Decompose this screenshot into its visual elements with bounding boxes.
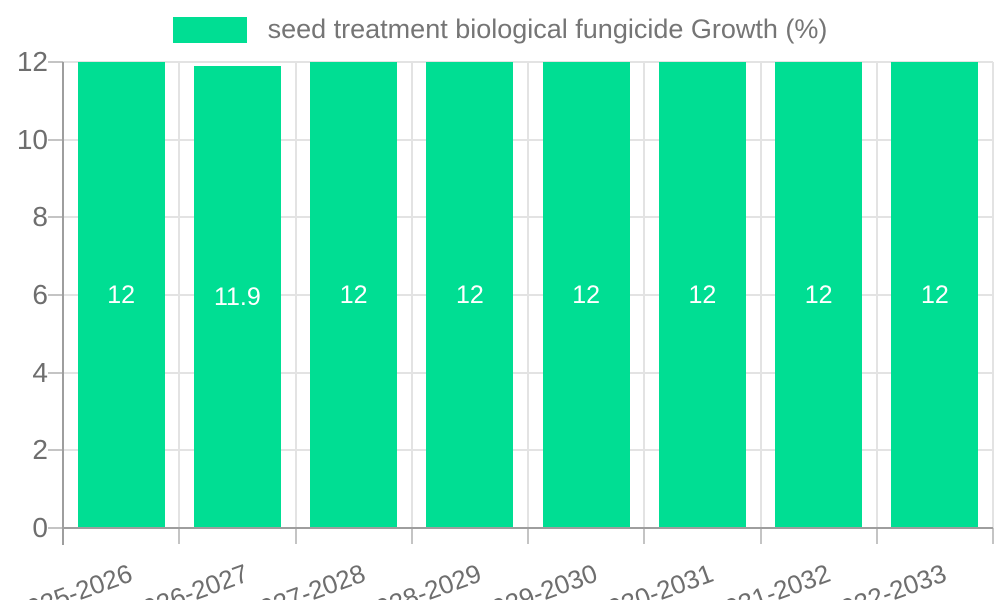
y-tick-label: 4	[32, 356, 48, 388]
bar-value-label: 12	[804, 281, 833, 309]
x-axis-tick	[992, 528, 994, 544]
y-tick-label: 2	[32, 434, 48, 466]
y-axis-tick	[48, 138, 63, 141]
bar[interactable]	[310, 62, 398, 528]
y-tick-label: 10	[16, 123, 48, 155]
y-tick-label: 6	[32, 279, 48, 310]
x-axis-tick	[759, 528, 762, 544]
y-axis-tick	[48, 216, 63, 219]
bar-value-label: 12	[688, 281, 717, 309]
gridline-vertical	[759, 62, 762, 528]
gridline-vertical	[643, 62, 646, 528]
legend-swatch	[172, 16, 247, 43]
x-axis-tick	[875, 528, 878, 544]
x-axis-line	[63, 527, 993, 529]
y-axis-line	[62, 62, 64, 545]
legend-label: seed treatment biological fungicide Grow…	[267, 14, 828, 44]
x-axis-tick	[410, 528, 413, 544]
bar[interactable]	[658, 62, 746, 528]
bar-value-label: 12	[107, 281, 136, 309]
y-axis-tick	[48, 371, 63, 374]
bar-value-label: 12	[572, 281, 601, 309]
plot-area: 0 2 4 6 8 10 12 12 11.9 12 12 12 12 12 12 2025-2026 2026…	[9, 46, 994, 600]
bar-value-label: 11.9	[213, 282, 261, 311]
x-axis-tick	[643, 528, 646, 544]
gridline-vertical	[410, 62, 413, 528]
y-tick-label: 0	[32, 512, 48, 543]
y-axis-tick	[48, 449, 63, 452]
x-tick-label: 2025-2026	[9, 557, 137, 600]
y-tick-label: 8	[32, 201, 48, 233]
bar[interactable]	[193, 65, 281, 528]
bar[interactable]	[891, 62, 979, 528]
bar-value-label: 12	[920, 281, 949, 309]
x-axis-tick	[527, 528, 529, 544]
x-axis-tick	[178, 528, 181, 544]
gridline-vertical	[992, 62, 994, 528]
x-axis-tick	[294, 528, 297, 544]
bar-value-label: 12	[455, 281, 484, 309]
gridline-vertical	[875, 62, 878, 528]
bar[interactable]	[775, 62, 863, 528]
gridline-vertical	[178, 62, 181, 528]
bar[interactable]	[77, 62, 165, 528]
gridline-vertical	[527, 62, 529, 528]
legend-item[interactable]: seed treatment biological fungicide Grow…	[0, 14, 1000, 45]
gridline-vertical	[294, 62, 297, 528]
bar-value-label: 12	[339, 281, 368, 309]
y-axis-tick	[48, 294, 63, 296]
y-tick-label: 12	[16, 46, 48, 77]
bar[interactable]	[426, 62, 514, 528]
y-axis-tick	[48, 61, 63, 63]
y-axis-tick	[48, 527, 63, 529]
bar[interactable]	[542, 62, 630, 528]
